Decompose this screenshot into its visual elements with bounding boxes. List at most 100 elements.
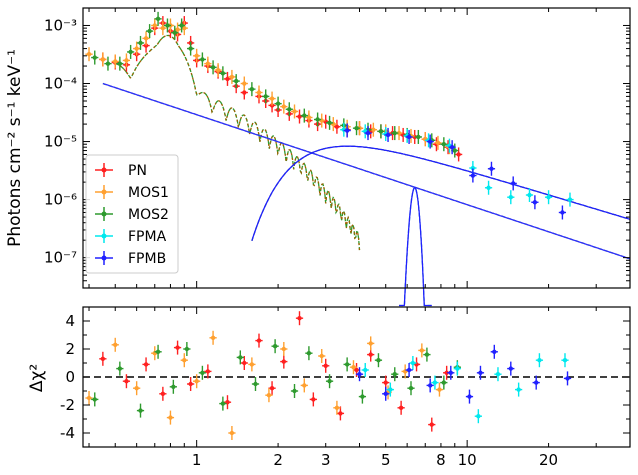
spectrum-point bbox=[486, 185, 491, 190]
spectrum-point bbox=[242, 90, 247, 95]
residual-point bbox=[281, 359, 287, 364]
residual-point bbox=[155, 349, 161, 354]
spectrum-point bbox=[128, 49, 133, 55]
spectrum-point bbox=[427, 139, 433, 144]
residual-point bbox=[238, 355, 243, 360]
residual-point bbox=[143, 362, 149, 367]
absorbed-model-curve bbox=[251, 145, 631, 241]
residual-point bbox=[383, 380, 388, 385]
legend-marker-dot bbox=[101, 211, 107, 217]
residual-point bbox=[134, 386, 139, 391]
residual-point bbox=[448, 370, 453, 375]
residual-point bbox=[444, 370, 449, 375]
legend-marker-dot bbox=[101, 233, 107, 239]
legend-label: MOS2 bbox=[128, 207, 169, 223]
top-plot-frame bbox=[82, 7, 631, 289]
spectrum-point bbox=[396, 130, 402, 136]
spectrum-point bbox=[456, 152, 461, 157]
residual-point bbox=[138, 408, 143, 413]
spectrum-point bbox=[416, 134, 421, 140]
residual-point bbox=[242, 360, 247, 366]
residual-point bbox=[220, 401, 226, 406]
iron-line-model-curve-blue bbox=[399, 187, 432, 307]
residual-point bbox=[269, 386, 275, 391]
residual-point bbox=[272, 344, 278, 349]
residual-point bbox=[168, 415, 173, 420]
spectrum-point bbox=[441, 142, 447, 147]
spectrum-point bbox=[200, 57, 205, 62]
residual-point bbox=[388, 387, 393, 392]
spectrum-point bbox=[489, 166, 494, 171]
legend-label: PN bbox=[128, 163, 147, 179]
y-tick-label: -4 bbox=[60, 424, 75, 442]
residual-point bbox=[306, 351, 312, 356]
residual-point bbox=[184, 346, 190, 352]
spectrum-point bbox=[269, 96, 275, 101]
powerlaw-model-curve-blue bbox=[102, 82, 631, 260]
spectrum-point bbox=[210, 65, 216, 70]
spectrum-point bbox=[134, 46, 139, 51]
top-data-points bbox=[85, 11, 574, 220]
spectrum-point bbox=[297, 114, 302, 119]
legend-marker-dot bbox=[101, 189, 107, 195]
residual-point bbox=[467, 394, 472, 399]
residual-point bbox=[175, 345, 180, 350]
residual-point bbox=[205, 369, 211, 374]
residual-point bbox=[281, 346, 287, 352]
spectrum-point bbox=[354, 125, 359, 131]
residual-point bbox=[117, 366, 123, 371]
residual-point bbox=[410, 360, 416, 366]
y-tick-label: 10⁻³ bbox=[44, 16, 77, 34]
y-tick-label: 2 bbox=[65, 340, 75, 358]
axes: 1 2 3 5 8 10 20 10⁻³ 10⁻⁴ 10⁻⁵ 10⁻⁶ 10⁻⁷ -4 -2 0 2 4 bbox=[44, 7, 631, 469]
spectrum-point bbox=[256, 90, 262, 95]
x-tick-label: 8 bbox=[436, 451, 446, 469]
residual-point bbox=[210, 335, 216, 340]
residual-point bbox=[368, 352, 373, 357]
residual-point bbox=[200, 370, 205, 375]
spectrum-point bbox=[188, 46, 193, 51]
legend-label: FPMB bbox=[128, 251, 166, 267]
residual-point bbox=[302, 383, 307, 388]
y-tick-label: 4 bbox=[65, 312, 75, 330]
residual-point bbox=[408, 386, 414, 391]
spectrum-point bbox=[470, 165, 476, 171]
spectrum-point bbox=[220, 71, 226, 76]
spectrum-point bbox=[527, 192, 532, 198]
spectrum-point bbox=[449, 144, 455, 150]
residual-point bbox=[188, 381, 193, 387]
spectrum-point bbox=[175, 27, 180, 32]
spectrum-point bbox=[567, 197, 573, 202]
x-tick-label: 1 bbox=[192, 451, 202, 469]
residual-point bbox=[351, 365, 356, 370]
spectrum-point bbox=[406, 134, 412, 140]
spectrum-point bbox=[92, 55, 97, 60]
legend: PN MOS1 MOS2 FPMA FPMB bbox=[85, 154, 179, 274]
residual-point bbox=[478, 370, 483, 375]
spectrum-point bbox=[392, 130, 397, 136]
residual-point bbox=[319, 353, 324, 359]
residual-point bbox=[160, 391, 166, 396]
legend-label: MOS1 bbox=[128, 185, 169, 201]
top-model-curves bbox=[102, 34, 631, 307]
spectrum-point bbox=[143, 43, 149, 48]
spectrum-point bbox=[105, 61, 111, 66]
spectrum-point bbox=[179, 23, 184, 28]
y-tick-label: 10⁻⁵ bbox=[44, 133, 77, 151]
x-tick-label: 20 bbox=[539, 451, 558, 469]
spectrum-point bbox=[263, 94, 268, 99]
spectrum-point bbox=[172, 30, 177, 35]
residual-point bbox=[398, 405, 404, 410]
spectrum-point bbox=[138, 40, 143, 46]
spectrum-point bbox=[143, 36, 149, 41]
residual-point bbox=[92, 397, 97, 402]
spectrum-point bbox=[470, 173, 476, 178]
residual-point bbox=[194, 379, 199, 384]
residual-point bbox=[376, 358, 381, 363]
residual-point bbox=[508, 366, 513, 371]
spectrum-point bbox=[532, 200, 538, 205]
spectrum-point bbox=[152, 23, 157, 28]
spectrum-point bbox=[508, 195, 513, 200]
residual-point bbox=[537, 358, 542, 363]
